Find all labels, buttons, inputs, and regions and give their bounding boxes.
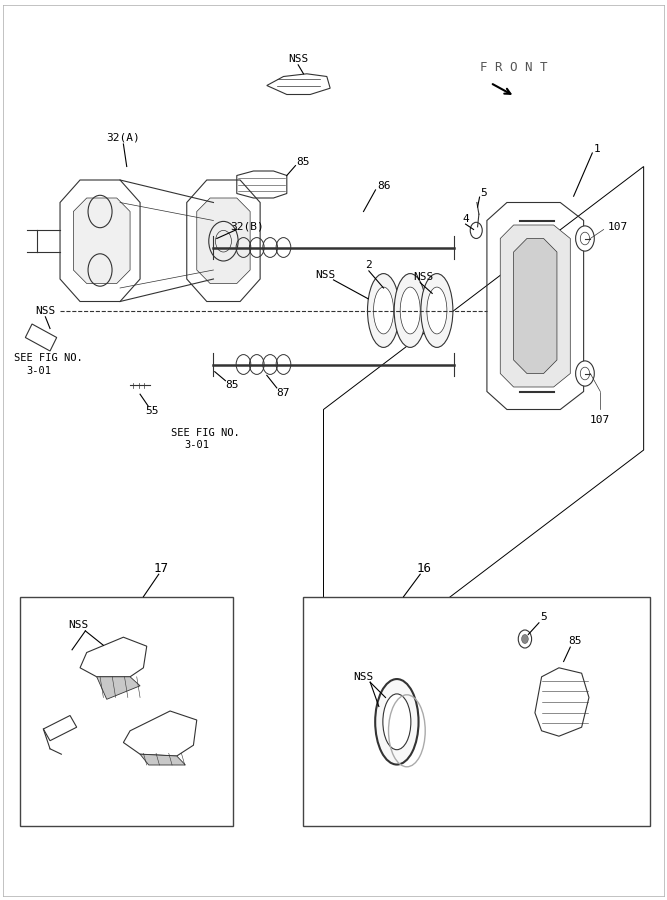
Text: NSS: NSS [315,269,336,280]
Text: 86: 86 [377,181,390,192]
Bar [303,597,650,826]
Text: 85: 85 [225,380,239,391]
Text: 3-01: 3-01 [26,365,51,376]
Text: 16: 16 [416,562,431,575]
Ellipse shape [375,679,419,764]
Text: NSS: NSS [288,53,308,64]
Text: 107: 107 [590,415,610,426]
Text: NSS: NSS [414,272,434,283]
Text: 107: 107 [608,221,628,232]
Text: 17: 17 [154,562,169,575]
Text: 85: 85 [568,635,582,646]
Text: 85: 85 [297,157,310,167]
Text: 3-01: 3-01 [184,440,209,451]
Ellipse shape [394,274,426,347]
Ellipse shape [383,694,411,750]
Polygon shape [500,225,570,387]
Text: 32(A): 32(A) [107,132,140,143]
Polygon shape [514,238,557,374]
Text: 2: 2 [366,260,372,271]
Ellipse shape [374,287,394,334]
Text: 4: 4 [462,213,469,224]
Circle shape [576,226,594,251]
Polygon shape [140,754,185,765]
Ellipse shape [400,287,420,334]
Ellipse shape [427,287,447,334]
Bar [20,597,233,826]
Polygon shape [197,198,250,284]
Polygon shape [97,677,140,699]
Text: NSS: NSS [35,305,55,316]
Ellipse shape [421,274,453,347]
Text: 5: 5 [540,611,547,622]
Text: 55: 55 [145,406,159,417]
Text: SEE FIG NO.: SEE FIG NO. [171,428,240,438]
Text: 5: 5 [480,188,487,199]
Text: 32(B): 32(B) [230,221,263,232]
Text: 87: 87 [277,388,290,399]
Text: F R O N T: F R O N T [480,61,548,74]
Circle shape [576,361,594,386]
Polygon shape [73,198,130,284]
Text: NSS: NSS [354,671,374,682]
Circle shape [522,634,528,644]
Text: 1: 1 [594,143,600,154]
Ellipse shape [368,274,400,347]
Text: SEE FIG NO.: SEE FIG NO. [13,353,83,364]
Text: NSS: NSS [69,620,89,631]
